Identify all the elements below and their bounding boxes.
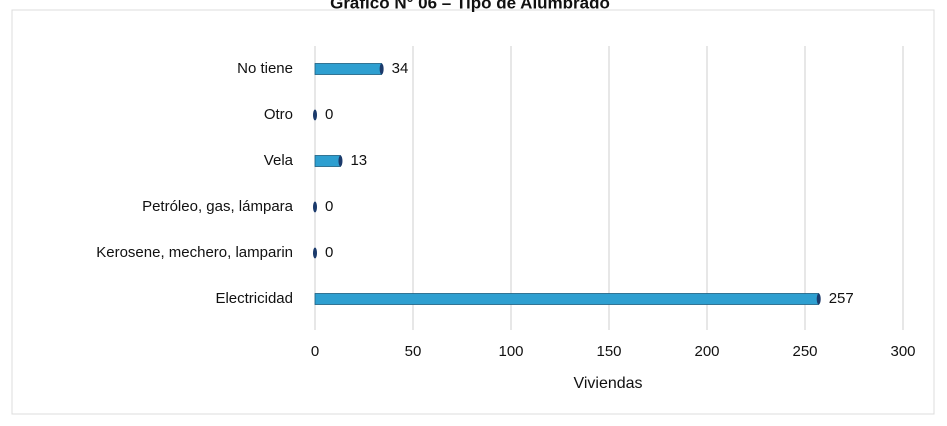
x-tick-label: 250 — [792, 343, 817, 360]
data-label: 0 — [325, 198, 333, 215]
chart-title: Gráfico N° 06 – Tipo de Alumbrado — [330, 0, 610, 12]
bar — [314, 155, 341, 167]
x-tick-label: 100 — [498, 343, 523, 360]
y-tick-label: No tiene — [237, 60, 293, 77]
bar-cap — [313, 201, 317, 213]
y-tick-label: Otro — [264, 106, 293, 123]
data-label: 34 — [392, 60, 409, 77]
x-tick-label: 200 — [694, 343, 719, 360]
y-tick-label: Petróleo, gas, lámpara — [142, 198, 294, 215]
y-tick-label: Electricidad — [215, 290, 293, 307]
x-tick-label: 150 — [596, 343, 621, 360]
data-label: 0 — [325, 244, 333, 261]
y-tick-label: Vela — [264, 152, 294, 169]
data-label: 13 — [350, 152, 367, 169]
data-label: 257 — [829, 290, 854, 307]
x-tick-label: 300 — [890, 343, 915, 360]
bar — [314, 293, 820, 305]
x-tick-label: 50 — [405, 343, 422, 360]
data-label: 0 — [325, 106, 333, 123]
bar-cap — [313, 247, 317, 259]
bar-cap — [816, 293, 821, 305]
bar-cap — [379, 63, 384, 75]
bar — [314, 63, 383, 75]
chart-frame — [11, 9, 935, 415]
bar-cap — [313, 109, 317, 121]
x-axis-label: Viviendas — [573, 375, 642, 392]
y-tick-label: Kerosene, mechero, lamparin — [96, 244, 293, 261]
x-tick-label: 0 — [311, 343, 319, 360]
bar-cap — [338, 155, 343, 167]
